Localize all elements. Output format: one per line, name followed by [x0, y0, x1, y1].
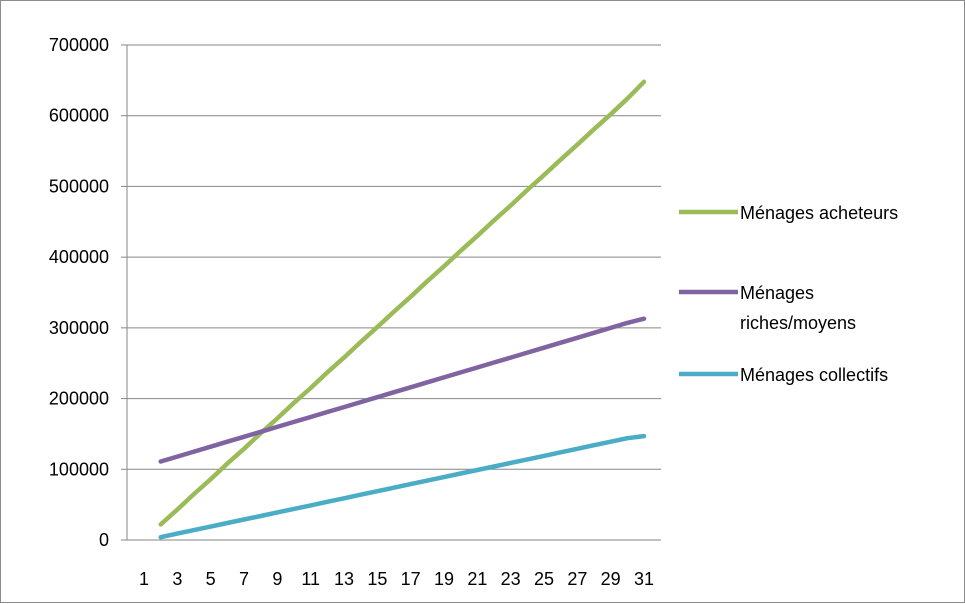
- x-tick-label: 19: [434, 569, 454, 589]
- x-tick-label: 29: [601, 569, 621, 589]
- legend: Ménages acheteurs Ménages riches/moyens Mén…: [679, 203, 898, 385]
- y-tick-label: 600000: [49, 106, 109, 126]
- y-tick-label: 400000: [49, 247, 109, 267]
- y-tick-label: 700000: [49, 35, 109, 55]
- x-tick-label: 11: [301, 569, 320, 589]
- legend-label: Ménages collectifs: [740, 365, 888, 385]
- x-tick-label: 17: [401, 569, 421, 589]
- x-tick-label: 5: [206, 569, 216, 589]
- legend-label: Ménages acheteurs: [740, 203, 898, 223]
- x-tick-label: 31: [634, 569, 654, 589]
- y-tick-label: 100000: [49, 459, 109, 479]
- gridlines: [127, 44, 661, 541]
- x-axis: 1 3 5 7 9 11 13 15 17 19 21 23 25 27 29 31: [139, 569, 654, 589]
- y-tick-label: 500000: [49, 176, 109, 196]
- x-tick-label: 7: [239, 569, 249, 589]
- series-line: [158, 79, 647, 527]
- x-tick-label: 21: [467, 569, 487, 589]
- x-tick-label: 13: [334, 569, 354, 589]
- series-lines: [158, 79, 647, 540]
- legend-label: Ménages: [740, 283, 814, 303]
- x-tick-label: 9: [272, 569, 282, 589]
- series-line: [158, 433, 647, 540]
- x-tick-label: 23: [501, 569, 521, 589]
- x-tick-label: 27: [567, 569, 587, 589]
- y-axis: 0 100000 200000 300000 400000 500000 600000 700…: [49, 35, 128, 550]
- legend-label: riches/moyens: [740, 313, 856, 333]
- y-tick-label: 200000: [49, 389, 109, 409]
- x-tick-label: 3: [172, 569, 182, 589]
- x-tick-label: 25: [534, 569, 554, 589]
- y-tick-label: 300000: [49, 318, 109, 338]
- x-tick-label: 1: [139, 569, 149, 589]
- y-tick-label: 0: [99, 530, 109, 550]
- x-tick-label: 15: [367, 569, 387, 589]
- series-line: [158, 316, 647, 464]
